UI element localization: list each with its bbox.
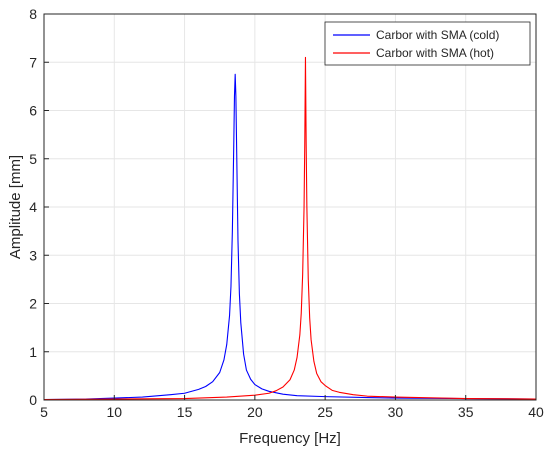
legend: Carbor with SMA (cold) Carbor with SMA (… [324, 21, 531, 66]
x-tick-label: 35 [458, 404, 474, 420]
y-tick-label: 4 [29, 199, 37, 215]
y-axis-label: Amplitude [mm] [7, 155, 24, 259]
y-tick-label: 6 [29, 103, 37, 119]
x-tick-label: 5 [40, 404, 48, 420]
x-tick-label: 25 [317, 404, 333, 420]
x-tick-label: 20 [247, 404, 263, 420]
y-tick-label: 0 [29, 392, 37, 408]
legend-label-hot: Carbor with SMA (hot) [376, 46, 494, 60]
series-layer [43, 56, 537, 401]
y-tick-label: 3 [29, 247, 37, 263]
legend-label-cold: Carbor with SMA (cold) [376, 28, 499, 42]
y-tick-label: 1 [29, 344, 37, 360]
x-axis-label: Frequency [Hz] [239, 430, 341, 447]
series-line-cold [43, 73, 537, 401]
x-tick-label: 10 [106, 404, 122, 420]
x-tick-label: 15 [177, 404, 193, 420]
y-tick-label: 7 [29, 54, 37, 70]
axis-ticks: 5 10 15 20 25 30 35 40 0 1 2 3 4 5 6 7 8 [29, 6, 544, 420]
y-tick-label: 8 [29, 6, 37, 22]
y-tick-label: 2 [29, 296, 37, 312]
series-line-hot [43, 56, 537, 401]
legend-box [324, 21, 531, 66]
x-tick-label: 40 [528, 404, 544, 420]
x-tick-label: 30 [388, 404, 404, 420]
y-tick-label: 5 [29, 151, 37, 167]
grid-lines [44, 14, 536, 400]
